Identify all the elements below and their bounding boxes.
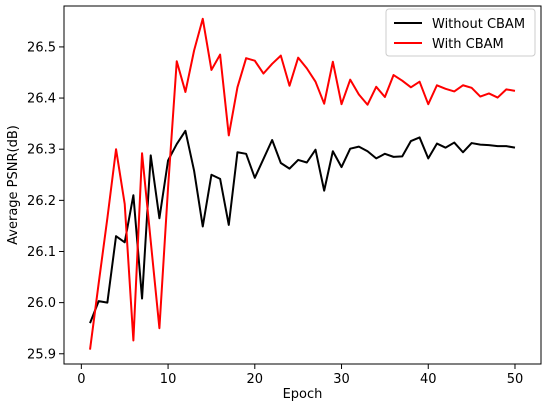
series-line-with-cbam	[89, 17, 516, 350]
y-tick-label: 26.1	[27, 245, 56, 260]
plot-area	[64, 6, 541, 364]
y-tick-label: 26.0	[27, 296, 56, 311]
y-tick-label: 26.4	[27, 92, 56, 107]
x-axis-ticks: 0 10 20 30 40 50	[77, 364, 523, 387]
legend-label-without-cbam: Without CBAM	[432, 17, 525, 32]
x-tick-label: 10	[160, 372, 177, 387]
y-tick-label: 26.5	[27, 40, 56, 55]
x-tick-label: 50	[507, 372, 524, 387]
series-line-without-cbam	[89, 129, 516, 324]
x-tick-label: 40	[420, 372, 437, 387]
x-tick-label: 20	[247, 372, 264, 387]
legend-box	[385, 8, 536, 57]
y-tick-label: 26.3	[27, 143, 56, 158]
y-tick-label: 26.2	[27, 194, 56, 209]
x-tick-label: 30	[333, 372, 350, 387]
x-tick-label: 0	[77, 372, 85, 387]
legend: Without CBAM With CBAM	[385, 8, 536, 57]
legend-label-with-cbam: With CBAM	[432, 37, 504, 52]
y-axis-label: Average PSNR(dB)	[6, 125, 21, 245]
y-axis-ticks: 25.9 26.0 26.1 26.2 26.3 26.4 26.5	[27, 40, 64, 362]
plot-frame	[63, 5, 542, 365]
x-axis-label: Epoch	[283, 387, 323, 402]
series-layer	[89, 17, 516, 350]
y-tick-label: 25.9	[27, 347, 56, 362]
